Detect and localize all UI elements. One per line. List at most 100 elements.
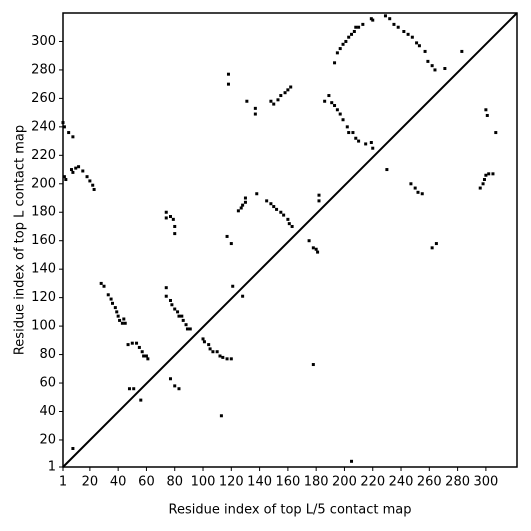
contact-point [289, 85, 293, 89]
contact-point [491, 172, 495, 176]
contact-point [173, 224, 177, 228]
contact-point [344, 39, 348, 43]
contact-point [430, 246, 434, 250]
contact-point [231, 284, 235, 288]
contact-point [272, 205, 276, 209]
contact-point [487, 172, 491, 176]
contact-point [406, 32, 410, 36]
contact-point [416, 190, 420, 194]
contact-point [253, 106, 257, 110]
y-tick-label: 260 [31, 91, 56, 106]
contact-point [283, 91, 287, 95]
x-tick-label: 260 [417, 475, 442, 490]
contact-point [345, 125, 349, 129]
diagonal [62, 12, 518, 468]
contact-point [276, 98, 280, 102]
x-tick-label: 180 [304, 475, 329, 490]
plot-frame [62, 12, 518, 468]
contact-point [126, 343, 130, 347]
y-tick-label: 300 [31, 34, 56, 49]
contact-point [311, 246, 315, 250]
contact-point [413, 186, 417, 190]
contact-point [120, 321, 124, 325]
contact-point [484, 173, 488, 177]
contact-point [351, 131, 355, 135]
contact-point [102, 284, 106, 288]
contact-point [307, 239, 311, 243]
contact-point [364, 142, 368, 146]
contact-point [354, 136, 358, 140]
x-tick-label: 60 [138, 475, 155, 490]
contact-point [478, 186, 482, 190]
contact-point [127, 387, 131, 391]
contact-point [317, 193, 321, 197]
contact-point [392, 22, 396, 26]
contact-point [314, 247, 318, 251]
contact-point [168, 215, 172, 219]
contact-point [443, 67, 447, 71]
y-tick-label: 60 [39, 376, 56, 391]
contact-point [417, 44, 421, 48]
contact-point [177, 314, 181, 318]
contact-point [385, 168, 389, 172]
contact-point [352, 30, 356, 34]
contact-point [482, 178, 486, 182]
contact-point [371, 146, 375, 150]
contact-point [269, 99, 273, 103]
contact-point [226, 82, 230, 86]
contact-point [130, 341, 134, 345]
contact-point [265, 199, 269, 203]
contact-point [481, 182, 485, 186]
contact-point [81, 169, 85, 173]
x-axis-label: Residue index of top L/5 contact map [169, 503, 412, 518]
contact-point [62, 125, 66, 129]
contact-point [361, 22, 365, 26]
contact-point [485, 113, 489, 117]
contact-point [225, 357, 229, 361]
contact-point [396, 25, 400, 29]
contact-point [229, 357, 233, 361]
contact-point [371, 18, 375, 22]
contact-point [207, 343, 211, 347]
x-tick-label: 40 [110, 475, 127, 490]
contact-point [62, 175, 66, 179]
contact-point [67, 131, 71, 135]
contact-point [286, 217, 290, 221]
contact-point [253, 112, 257, 116]
contact-point [426, 59, 430, 63]
contact-point [255, 192, 259, 196]
contact-point [106, 293, 110, 297]
contact-point [245, 99, 249, 103]
contact-point [202, 340, 206, 344]
contact-point [484, 108, 488, 112]
contact-point [184, 323, 188, 327]
contact-point [433, 68, 437, 72]
contact-point [317, 199, 321, 203]
contact-point [115, 310, 119, 314]
contact-point [420, 192, 424, 196]
contact-point [341, 42, 345, 46]
x-tick-label: 1 [59, 475, 67, 490]
contact-point [423, 49, 427, 53]
contact-point [225, 234, 229, 238]
contact-point [239, 206, 243, 210]
contact-point [61, 121, 65, 125]
x-tick-label: 160 [275, 475, 300, 490]
contact-point [116, 314, 120, 318]
contact-point [164, 294, 168, 298]
contact-point [460, 49, 464, 53]
contact-point [347, 131, 351, 135]
contact-point [333, 61, 337, 65]
y-tick-label: 280 [31, 62, 56, 77]
contact-point [327, 94, 331, 98]
contact-point [279, 94, 283, 98]
contact-point [181, 318, 185, 322]
contact-point [164, 216, 168, 220]
contact-point [383, 14, 387, 18]
contact-point [173, 307, 177, 311]
contact-point [176, 310, 180, 314]
contact-point [388, 17, 392, 21]
contact-point [144, 354, 148, 358]
contact-point [99, 281, 103, 285]
